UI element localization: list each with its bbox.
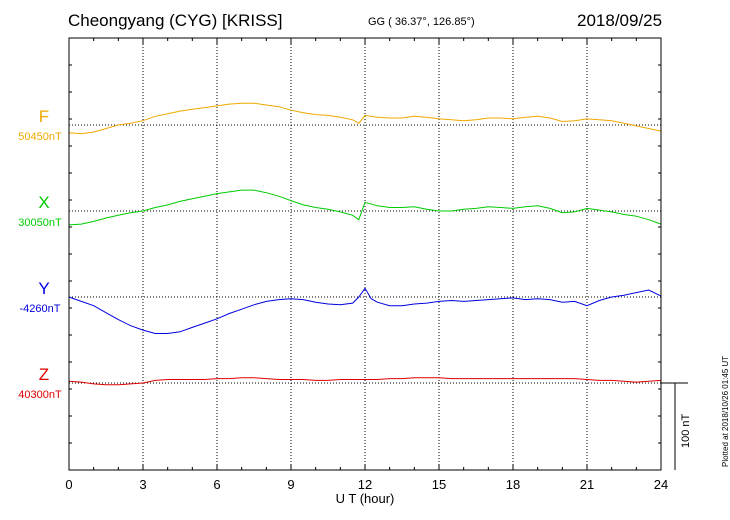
x-axis: 0 3 6 9 12 15 18 21 24 bbox=[65, 37, 668, 492]
x-tick-label: 6 bbox=[213, 477, 220, 492]
component-letter-z: Z bbox=[38, 365, 50, 384]
series-line-x bbox=[68, 189, 662, 226]
component-baseline-f: 50450nT bbox=[18, 131, 62, 143]
component-baseline-x: 30050nT bbox=[18, 217, 62, 229]
component-baseline-y: -4260nT bbox=[19, 303, 61, 315]
series-line-y bbox=[68, 287, 662, 334]
scale-bar-label: 100 nT bbox=[680, 413, 692, 448]
x-tick-label: 12 bbox=[358, 477, 372, 492]
scale-bar bbox=[661, 382, 688, 470]
x-tick-label: 15 bbox=[432, 477, 446, 492]
x-tick-label: 3 bbox=[139, 477, 146, 492]
x-tick-label: 21 bbox=[580, 477, 594, 492]
component-letter-x: X bbox=[38, 193, 50, 212]
chart-title: Cheongyang (CYG) [KRISS] bbox=[68, 11, 283, 30]
series-line-z bbox=[68, 377, 662, 386]
series-line-f bbox=[68, 102, 662, 135]
plotted-timestamp: Plotted at 2018/10/26 01:45 UT bbox=[721, 355, 730, 467]
x-tick-label: 0 bbox=[65, 477, 72, 492]
x-tick-label: 18 bbox=[506, 477, 520, 492]
series-lines bbox=[68, 102, 662, 386]
station-coordinates: GG ( 36.37°, 126.85°) bbox=[368, 16, 475, 28]
grid bbox=[142, 38, 588, 470]
component-baseline-z: 40300nT bbox=[18, 389, 62, 401]
chart-date: 2018/09/25 bbox=[577, 11, 663, 30]
x-tick-label: 9 bbox=[287, 477, 294, 492]
component-letter-f: F bbox=[38, 107, 50, 126]
x-tick-label: 24 bbox=[654, 477, 668, 492]
component-letter-y: Y bbox=[38, 279, 50, 298]
x-axis-label: U T (hour) bbox=[336, 491, 395, 506]
